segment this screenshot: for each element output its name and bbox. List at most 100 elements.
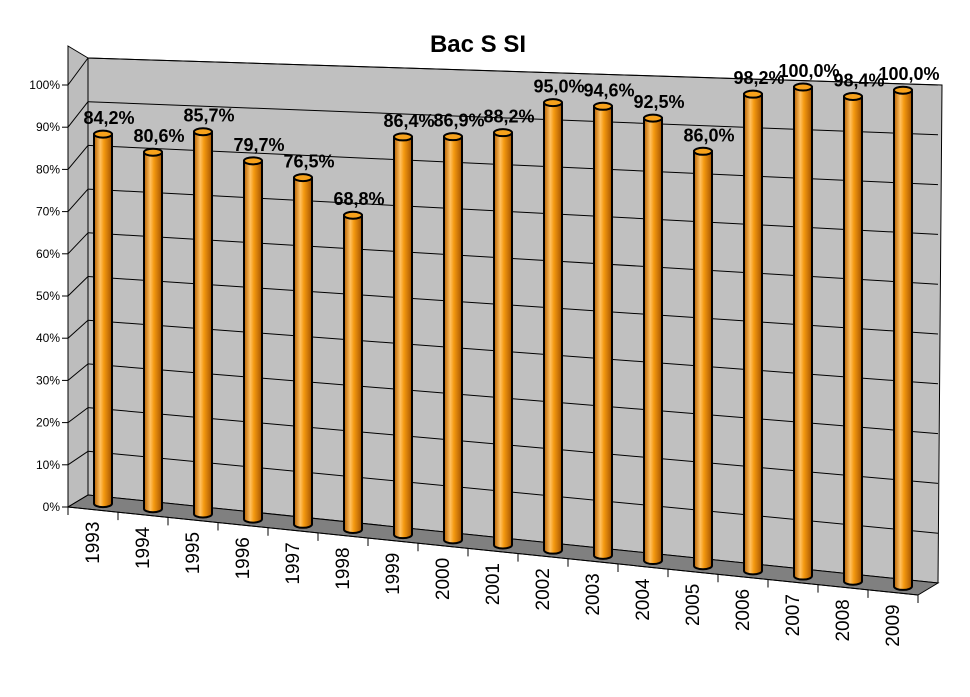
data-label: 80,6% [133, 126, 184, 146]
bar-body [293, 176, 313, 529]
data-label: 92,5% [633, 92, 684, 112]
bar [393, 132, 413, 540]
bar [543, 98, 563, 555]
bar-body [593, 105, 613, 560]
x-tick-label: 2005 [683, 584, 704, 626]
bar [93, 129, 113, 509]
bar [243, 156, 263, 524]
bar-top [243, 156, 263, 166]
bar-top [293, 173, 313, 183]
bar-top [743, 89, 763, 99]
y-tick-label: 90% [36, 120, 60, 134]
bar [793, 82, 813, 581]
bar-body [93, 133, 113, 509]
gridline [87, 57, 939, 86]
y-tick-label: 70% [36, 205, 60, 219]
y-tick-label: 50% [36, 289, 60, 303]
y-tick-label: 30% [36, 373, 60, 387]
x-tick-label: 1997 [283, 542, 304, 584]
data-label: 86,9% [433, 111, 484, 131]
bar-body [793, 86, 813, 581]
data-label: 79,7% [233, 135, 284, 155]
gridline-side [67, 407, 89, 424]
bar-body [693, 150, 713, 571]
bar-top [593, 101, 613, 111]
bar [343, 210, 363, 534]
x-tick-label: 2002 [533, 568, 554, 610]
bar-top [493, 128, 513, 138]
bar [843, 91, 863, 586]
bar-body [843, 95, 863, 586]
x-tick-label: 2009 [883, 604, 904, 646]
data-label: 98,4% [833, 70, 884, 90]
bar [593, 101, 613, 560]
bar [693, 146, 713, 571]
gridline-side [67, 494, 89, 508]
data-label: 98,2% [733, 68, 784, 88]
y-tick-label: 100% [29, 78, 60, 92]
x-tick-label: 1993 [83, 522, 104, 564]
bar-top [93, 129, 113, 139]
data-label: 100,0% [878, 64, 939, 84]
bar-series [93, 82, 913, 591]
gridline-side [67, 188, 89, 212]
gridline-side [67, 101, 89, 128]
bar-body [143, 151, 163, 514]
bar-top [393, 132, 413, 142]
data-label: 84,2% [83, 108, 134, 128]
gridline-side [67, 145, 89, 170]
y-tick-label: 20% [36, 416, 60, 430]
bar [493, 128, 513, 550]
x-tick-label: 2001 [483, 563, 504, 605]
bar-body [193, 130, 213, 519]
gridline-side [67, 319, 89, 339]
bar-top [343, 210, 363, 220]
gridline-side [67, 363, 89, 381]
data-label: 76,5% [283, 152, 334, 172]
bar [293, 173, 313, 529]
x-tick-label: 1996 [233, 537, 254, 579]
bar-body [493, 131, 513, 550]
gridline-side [67, 57, 89, 86]
bar-top [193, 127, 213, 137]
chart-title: Bac S SI [430, 31, 526, 58]
x-tick-label: 1995 [183, 532, 204, 574]
data-label: 85,7% [183, 106, 234, 126]
bar-top [843, 91, 863, 101]
bar [893, 85, 913, 591]
x-tick-label: 2003 [583, 573, 604, 615]
bar-top [543, 98, 563, 108]
y-tick-label: 10% [36, 458, 60, 472]
x-tick-label: 1994 [133, 526, 154, 569]
x-tick-label: 1999 [383, 553, 404, 595]
x-axis-line [67, 506, 919, 596]
x-tick-label: 2000 [433, 558, 454, 600]
bar-top [443, 132, 463, 142]
y-tick-label: 0% [43, 500, 61, 514]
bar [443, 132, 463, 545]
bar-body [643, 117, 663, 566]
bar-body [443, 135, 463, 545]
data-label: 86,4% [383, 111, 434, 131]
bar-top [893, 85, 913, 95]
x-tick-label: 2007 [783, 594, 804, 636]
bar-top [143, 147, 163, 157]
data-label: 100,0% [778, 61, 839, 81]
x-tick-label: 2006 [733, 589, 754, 631]
data-label: 95,0% [533, 77, 584, 97]
data-label: 94,6% [583, 80, 634, 100]
bar-body [343, 214, 363, 534]
bar-body [543, 101, 563, 555]
data-label: 86,0% [683, 125, 734, 145]
bar [643, 113, 663, 566]
x-axis: 1993 1994 1995 1996 1997 1998 1999 2000 2001 2002… [67, 506, 919, 647]
gridline-side [67, 232, 89, 255]
bar [193, 127, 213, 519]
bar-top [643, 113, 663, 123]
bar-top [793, 82, 813, 92]
gridline-side [67, 276, 89, 297]
bar [743, 89, 763, 576]
bar [143, 147, 163, 514]
x-tick-label: 2004 [633, 578, 654, 621]
bar-body [243, 159, 263, 524]
